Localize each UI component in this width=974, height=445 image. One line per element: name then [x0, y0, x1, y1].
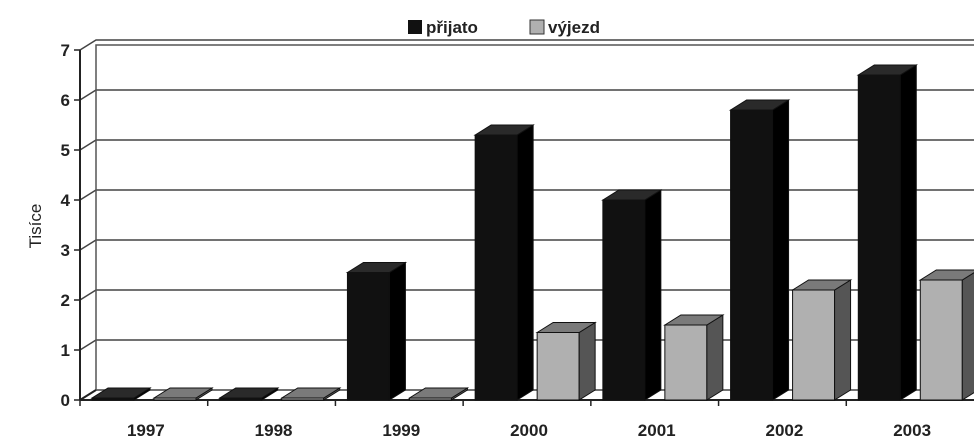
legend-swatch-prijato: [408, 20, 422, 34]
x-tick-label: 2000: [510, 421, 548, 440]
gridline: [79, 89, 974, 101]
x-tick-label: 1999: [382, 421, 420, 440]
bar-vyjezd-1998: [279, 387, 342, 401]
bar-prijato-2001: [601, 189, 663, 401]
bar-prijato-2003: [856, 64, 919, 401]
legend-label-vyjezd: výjezd: [548, 18, 600, 37]
bar-vyjezd-2000: [535, 321, 597, 401]
bar-prijato-1998: [217, 387, 280, 401]
y-tick-label: 4: [61, 191, 71, 210]
bars: [90, 64, 974, 401]
y-tick-label: 3: [61, 241, 70, 260]
bar-prijato-2002: [728, 99, 791, 401]
bar-prijato-2000: [473, 124, 535, 401]
x-tick-label: 1997: [127, 421, 165, 440]
bar-vyjezd-1997: [152, 387, 214, 401]
legend-swatch-vyjezd: [529, 19, 545, 35]
bar-prijato-1999: [345, 261, 408, 401]
x-tick-label: 1998: [255, 421, 293, 440]
x-tick-label: 2001: [638, 421, 676, 440]
bar-vyjezd-1999: [407, 387, 470, 401]
tick-labels: 0 1 2 3 4 5 6 7 1997 1998 1999 2000 2001 2002 2003: [61, 41, 932, 440]
y-tick-label: 5: [61, 141, 70, 160]
back-wall: [95, 44, 974, 390]
y-tick-label: 1: [61, 341, 70, 360]
y-tick-label: 7: [61, 41, 70, 60]
y-axis-label: Tisíce: [26, 204, 45, 249]
y-tick-label: 0: [61, 391, 70, 410]
gridline: [79, 39, 974, 51]
x-tick-label: 2002: [766, 421, 804, 440]
y-tick-label: 2: [61, 291, 70, 310]
bar-vyjezd-2003: [918, 269, 974, 401]
legend: přijato výjezd: [408, 18, 600, 37]
y-tick-label: 6: [61, 91, 70, 110]
bar-prijato-1997: [90, 387, 152, 401]
legend-label-prijato: přijato: [426, 18, 478, 37]
bar-vyjezd-2001: [663, 314, 725, 401]
x-tick-label: 2003: [893, 421, 931, 440]
bar-vyjezd-2002: [790, 279, 853, 401]
